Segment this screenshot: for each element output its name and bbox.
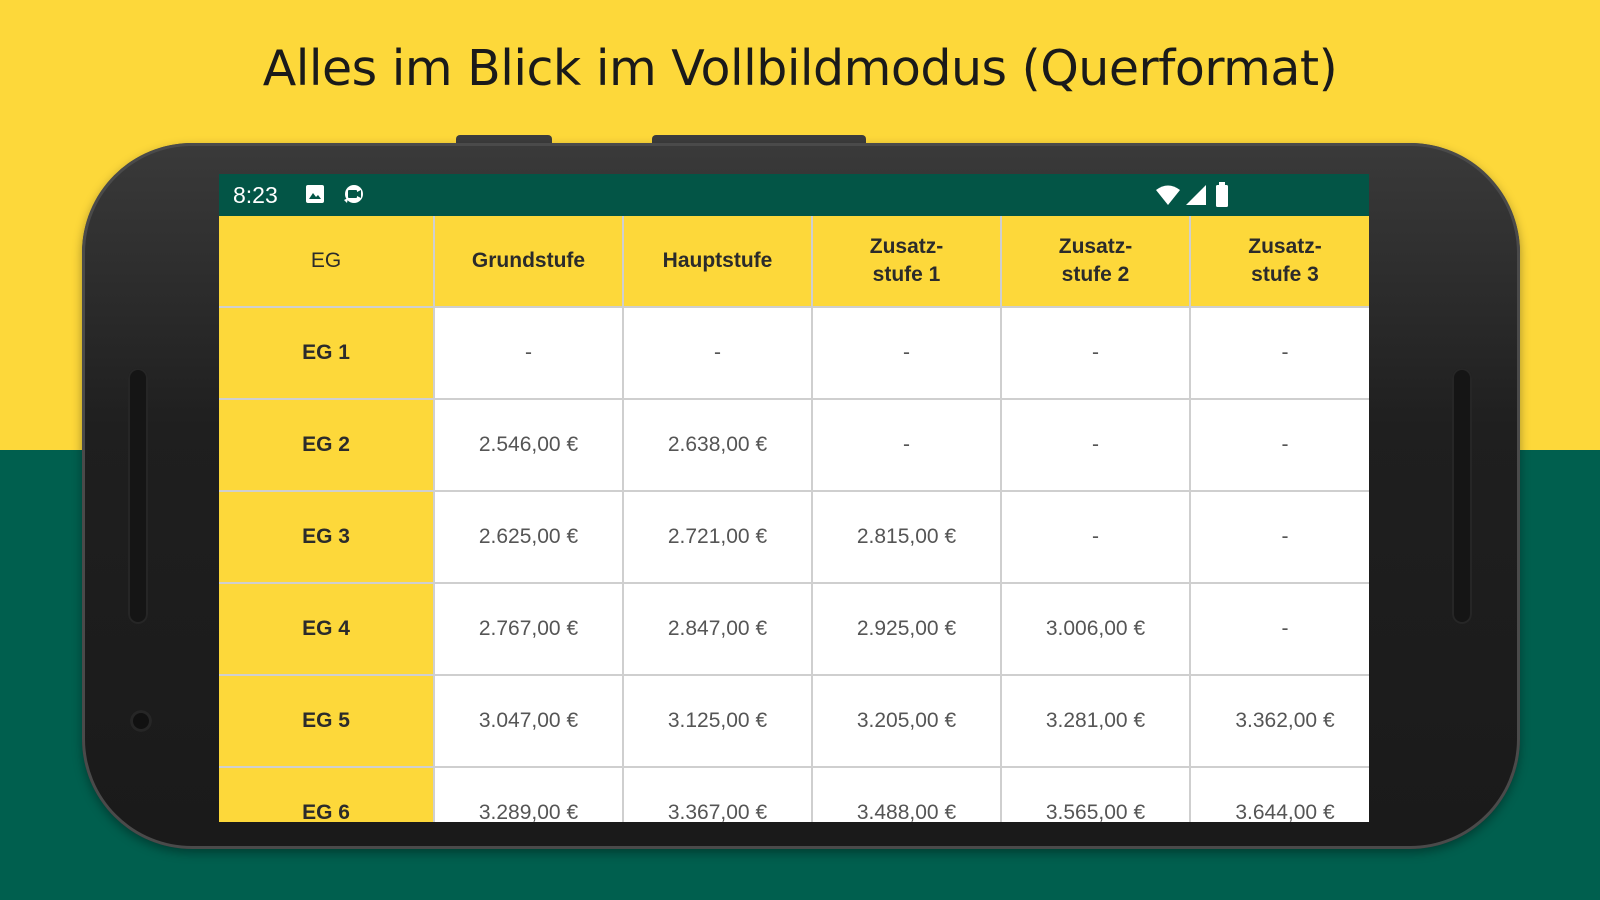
table-cell: 2.625,00 € — [435, 492, 622, 582]
signal-icon — [1185, 184, 1207, 211]
column-header: Zusatz- stufe 1 — [813, 216, 1000, 306]
table-cell: - — [1002, 492, 1189, 582]
column-header: Zusatz- stufe 3 — [1191, 216, 1369, 306]
wifi-icon — [1155, 184, 1181, 211]
table-cell: 2.721,00 € — [624, 492, 811, 582]
table-cell: 3.006,00 € — [1002, 584, 1189, 674]
table-cell: - — [1191, 308, 1369, 398]
table-cell: 2.767,00 € — [435, 584, 622, 674]
table-cell: 2.925,00 € — [813, 584, 1000, 674]
table-cell: - — [1002, 400, 1189, 490]
table-cell: - — [813, 308, 1000, 398]
table-cell: 3.565,00 € — [1002, 768, 1189, 822]
table-cell: - — [1191, 584, 1369, 674]
table-corner-header: EG — [219, 216, 433, 306]
table-cell: - — [813, 400, 1000, 490]
table-cell: 2.638,00 € — [624, 400, 811, 490]
row-header: EG 4 — [219, 584, 433, 674]
row-header: EG 1 — [219, 308, 433, 398]
table-cell: 3.281,00 € — [1002, 676, 1189, 766]
row-header: EG 5 — [219, 676, 433, 766]
table-cell: 3.644,00 € — [1191, 768, 1369, 822]
table-cell: 3.488,00 € — [813, 768, 1000, 822]
phone-speaker-left — [128, 368, 148, 624]
column-header: Zusatz- stufe 2 — [1002, 216, 1189, 306]
salary-table: EG Grundstufe Hauptstufe Zusatz- stufe 1… — [219, 216, 1369, 822]
photo-icon — [305, 183, 325, 210]
table-cell: 3.289,00 € — [435, 768, 622, 822]
table-cell: - — [1191, 492, 1369, 582]
table-cell: 2.847,00 € — [624, 584, 811, 674]
table-cell: 2.815,00 € — [813, 492, 1000, 582]
table-cell: - — [1002, 308, 1189, 398]
status-bar: 8:23 — [219, 174, 1369, 216]
phone-volume-button — [652, 135, 866, 143]
column-header: Hauptstufe — [624, 216, 811, 306]
phone-power-button — [456, 135, 552, 143]
table-cell: - — [624, 308, 811, 398]
battery-icon — [1215, 182, 1229, 213]
column-header: Grundstufe — [435, 216, 622, 306]
table-cell: 3.125,00 € — [624, 676, 811, 766]
row-header: EG 2 — [219, 400, 433, 490]
row-header: EG 3 — [219, 492, 433, 582]
table-cell: - — [435, 308, 622, 398]
phone-speaker-right — [1452, 368, 1472, 624]
table-cell: 3.047,00 € — [435, 676, 622, 766]
table-cell: 3.367,00 € — [624, 768, 811, 822]
status-time: 8:23 — [233, 182, 278, 208]
table-cell: 3.205,00 € — [813, 676, 1000, 766]
row-header: EG 6 — [219, 768, 433, 822]
promo-headline: Alles im Blick im Vollbildmodus (Querfor… — [262, 40, 1338, 97]
table-cell: - — [1191, 400, 1369, 490]
phone-screen: 8:23 — [219, 174, 1369, 822]
table-cell: 3.362,00 € — [1191, 676, 1369, 766]
front-camera-icon — [130, 710, 152, 732]
table-cell: 2.546,00 € — [435, 400, 622, 490]
camera-icon — [341, 183, 367, 210]
